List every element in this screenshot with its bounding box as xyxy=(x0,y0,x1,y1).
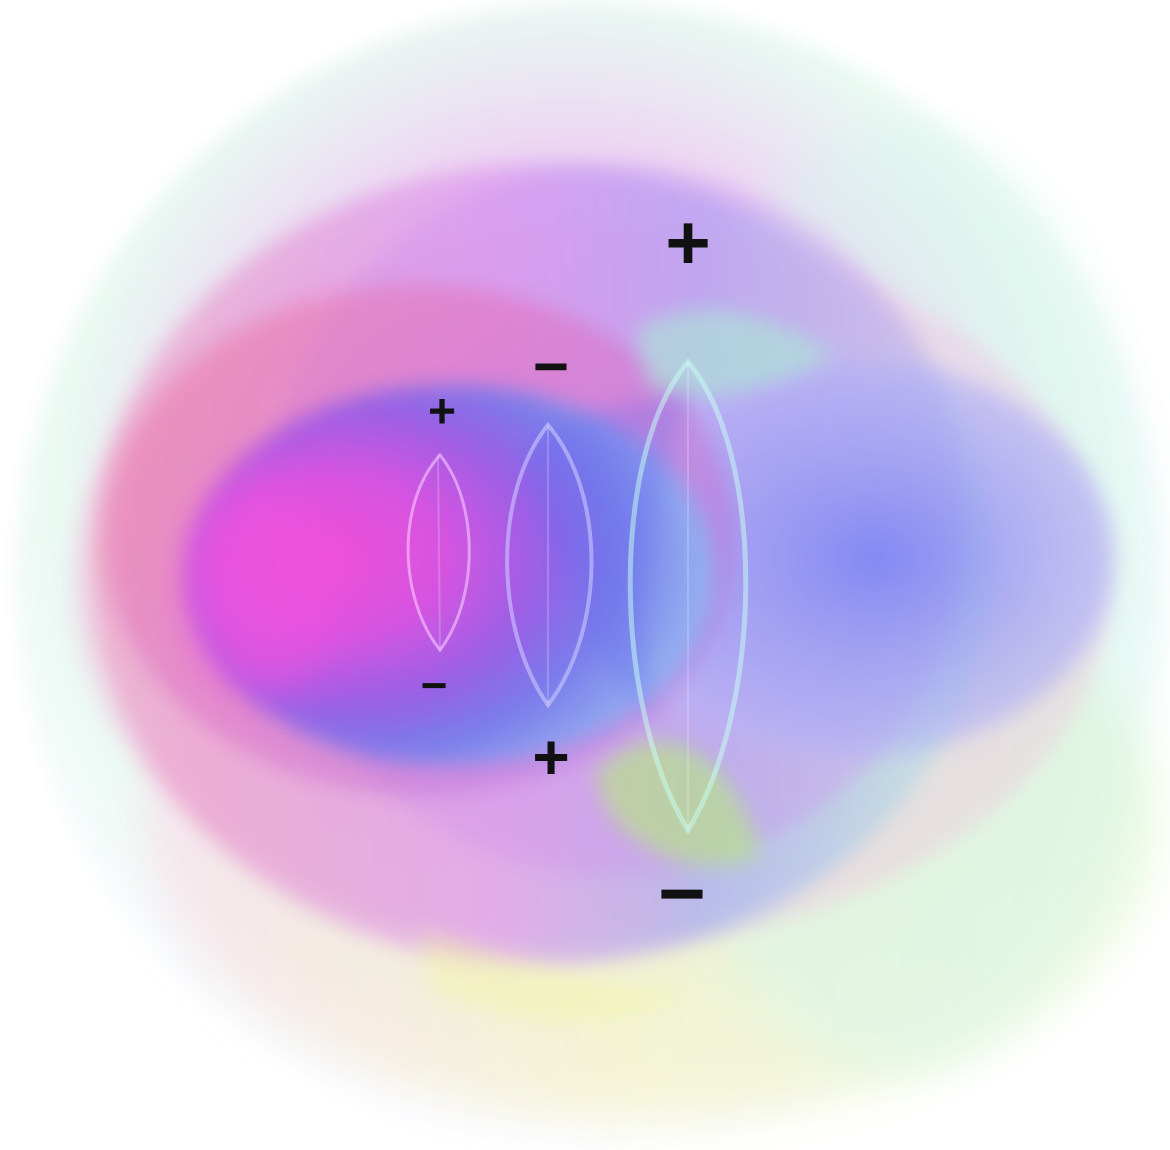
charge-label-plus-small-upper-left: + xyxy=(428,386,456,439)
charge-label-minus-upper-middle: − xyxy=(533,333,569,402)
charge-label-minus-small-lower-left: − xyxy=(421,659,448,711)
charge-label-minus-large-bottom: − xyxy=(658,849,706,940)
charge-label-plus-lower-middle: + xyxy=(532,721,569,793)
charge-label-plus-large-top: + xyxy=(665,198,711,286)
